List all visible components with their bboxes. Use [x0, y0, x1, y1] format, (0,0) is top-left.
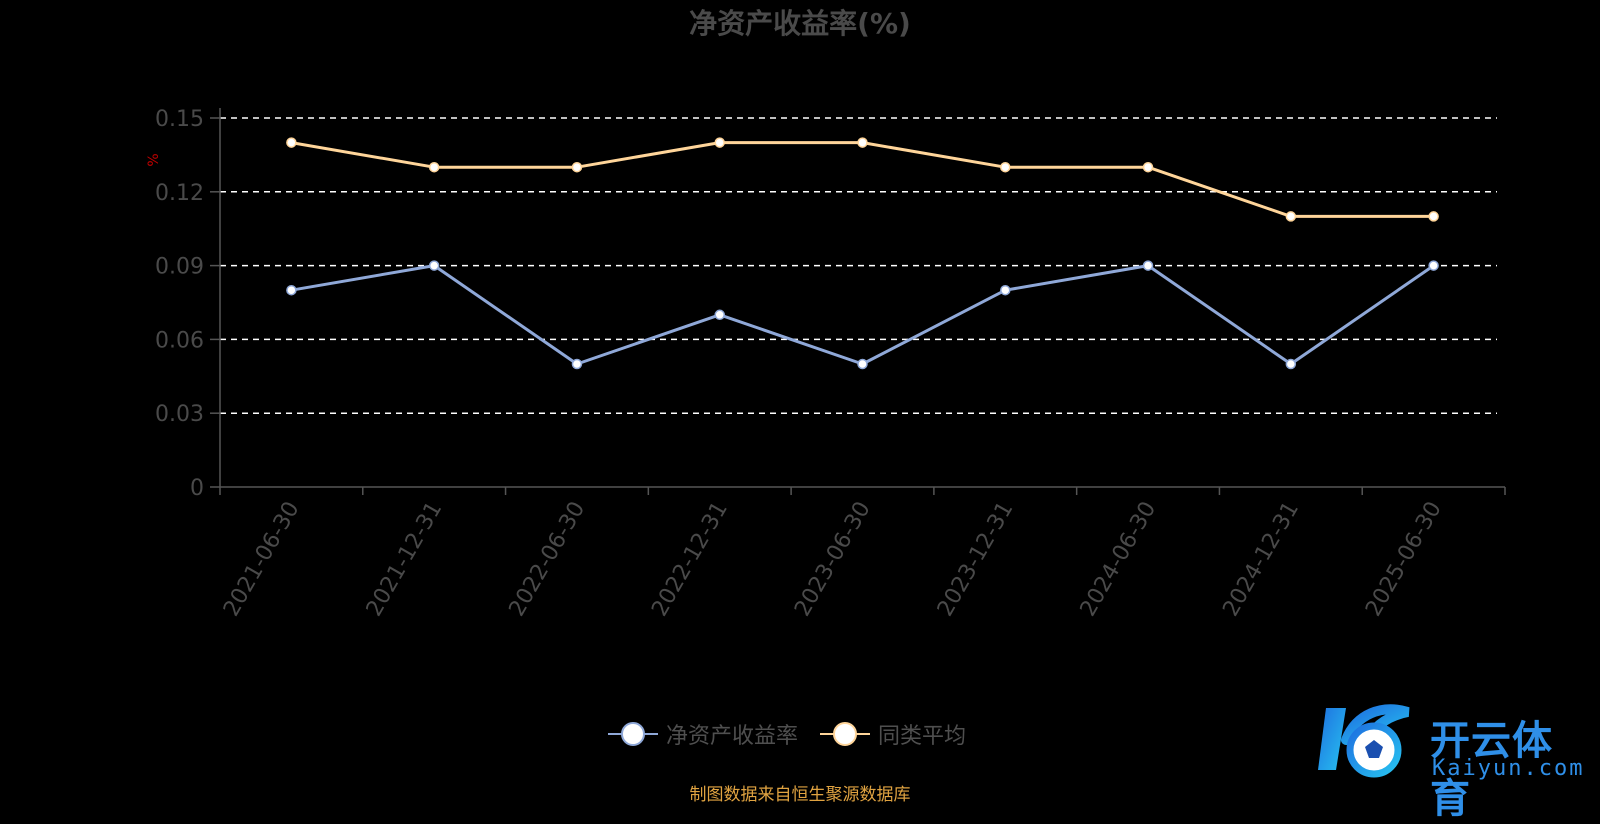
series-line-roe — [291, 264, 1435, 366]
x-tick-label-4: 2023-06-30 — [790, 498, 876, 621]
data-point-peer-average-8 — [1428, 211, 1439, 222]
y-tick-label-0: 0 — [190, 476, 204, 501]
y-tick-label-1: 0.03 — [155, 402, 204, 427]
legend-swatch-peer-average — [820, 722, 871, 746]
y-tick-label-2: 0.06 — [155, 328, 204, 353]
x-tick-label-2: 2022-06-30 — [505, 498, 591, 621]
data-point-roe-4 — [857, 358, 868, 370]
data-point-roe-3 — [714, 309, 725, 321]
legend-label-peer-average: 同类平均 — [878, 724, 967, 749]
chart-title: 净资产收益率(%) — [689, 7, 911, 40]
x-tick-label-1: 2021-12-31 — [362, 497, 448, 620]
x-tick-label-3: 2022-12-31 — [647, 498, 733, 621]
data-point-peer-average-2 — [571, 161, 583, 173]
data-point-peer-average-3 — [714, 137, 725, 148]
x-tick-label-8: 2025-06-30 — [1361, 498, 1447, 621]
data-point-roe-8 — [1428, 260, 1439, 271]
brand-logo: 开云体育 Kaiyun.com — [1312, 700, 1592, 822]
data-point-peer-average-4 — [857, 137, 868, 148]
x-tick-label-5: 2023-12-31 — [933, 498, 1019, 621]
data-point-roe-7 — [1285, 358, 1297, 370]
y-axis-label: % — [146, 153, 162, 166]
legend-item-roe[interactable]: 净资产收益率 — [608, 718, 798, 750]
series-line-peer-average — [291, 141, 1434, 218]
logo-url-text: Kaiyun.com — [1432, 756, 1585, 781]
data-point-roe-2 — [571, 358, 583, 370]
k-ball-logo-icon — [1318, 704, 1410, 778]
line-chart: 0 0.03 0.06 0.09 0.12 0.15% 2021-06-30 2021-12-… — [146, 107, 1506, 621]
x-tick-label-6: 2024-06-30 — [1076, 498, 1162, 621]
data-point-peer-average-7 — [1285, 211, 1297, 222]
legend-swatch-roe — [608, 722, 658, 746]
data-point-roe-0 — [286, 284, 297, 296]
data-point-peer-average-5 — [1000, 161, 1011, 173]
y-tick-label-5: 0.15 — [155, 107, 204, 132]
legend-item-peer-average[interactable]: 同类平均 — [820, 718, 966, 750]
y-tick-label-4: 0.12 — [155, 181, 204, 206]
legend: 净资产收益率 同类平均 — [608, 718, 988, 750]
legend-label-roe: 净资产收益率 — [666, 724, 799, 749]
y-tick-label-3: 0.09 — [155, 255, 204, 280]
data-point-roe-6 — [1142, 260, 1154, 271]
data-point-roe-1 — [428, 260, 440, 271]
data-point-roe-5 — [1000, 284, 1011, 296]
data-point-peer-average-6 — [1142, 161, 1154, 173]
x-tick-label-0: 2021-06-30 — [219, 498, 305, 621]
data-point-peer-average-1 — [428, 161, 440, 173]
x-tick-label-7: 2024-12-31 — [1218, 498, 1304, 621]
data-point-peer-average-0 — [286, 137, 297, 148]
